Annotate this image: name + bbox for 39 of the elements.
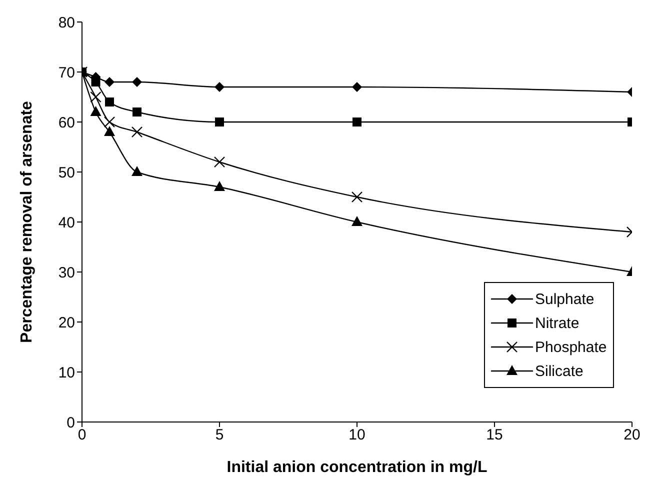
x-tick-label: 5 [215,426,224,444]
x-tick-label: 20 [624,426,640,444]
x-axis-title: Initial anion concentration in mg/L [226,459,488,476]
point [105,98,114,106]
point [352,216,362,226]
point [104,126,115,136]
point [90,106,102,116]
y-tick-label: 60 [58,114,75,132]
point [91,78,100,86]
point [104,77,114,87]
y-tick-label: 70 [58,64,75,82]
point [214,181,225,191]
legend-label: Silicate [535,362,584,380]
y-tick-label: 30 [58,264,75,282]
x-tick-label: 15 [486,426,503,444]
point [351,191,363,203]
point [214,82,224,92]
y-axis-title: Percentage removal of arsenate [18,100,36,343]
x-tick-label: 10 [348,426,366,444]
point [132,166,142,176]
point [131,126,143,138]
y-tick-label: 40 [58,214,75,232]
point [352,82,362,92]
legend-label: Phosphate [535,338,607,356]
point [132,77,142,87]
legend-label: Nitrate [535,314,580,332]
x-tick-label: 0 [78,426,86,444]
point [215,118,224,126]
y-tick-label: 80 [58,14,75,32]
y-tick-label: 0 [66,414,75,432]
legend-label: Sulphate [535,290,594,308]
y-tick-label: 50 [58,164,75,182]
y-tick-label: 10 [58,364,75,382]
point [132,108,142,116]
point [90,91,102,103]
point [214,156,226,168]
point [104,116,116,128]
point [352,118,362,126]
y-tick-label: 20 [58,314,75,332]
